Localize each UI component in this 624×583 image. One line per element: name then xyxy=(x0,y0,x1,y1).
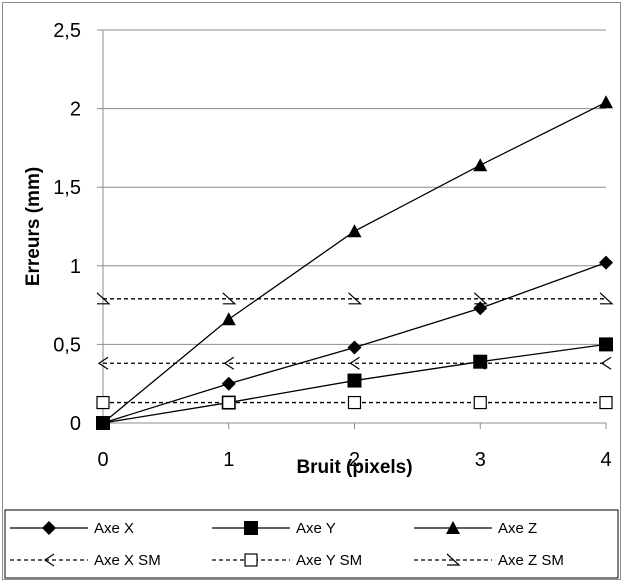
legend-label: Axe Y SM xyxy=(296,552,362,569)
data-point xyxy=(599,395,613,410)
series-axe-y-sm xyxy=(96,395,613,410)
data-point xyxy=(599,292,614,305)
data-point xyxy=(348,292,363,305)
series-group xyxy=(96,95,614,430)
x-tick-label: 3 xyxy=(475,449,486,471)
legend-label: Axe X xyxy=(94,520,134,537)
y-tick-label: 0 xyxy=(70,413,81,435)
legend-marker xyxy=(446,553,461,566)
x-axis-title: Bruit (pixels) xyxy=(296,457,412,478)
data-point xyxy=(473,395,487,410)
data-point xyxy=(221,376,236,391)
data-point xyxy=(222,292,237,305)
data-point xyxy=(97,356,109,370)
x-tick-label: 0 xyxy=(97,449,108,471)
data-point xyxy=(473,292,488,305)
data-point xyxy=(96,416,110,429)
data-point xyxy=(473,158,488,172)
data-point xyxy=(599,337,613,352)
legend-marker xyxy=(446,521,460,534)
tick-labels: 0 0,5 1 1,5 2 2,5 0 1 2 3 4 xyxy=(53,20,611,471)
series-axe-z-sm xyxy=(96,292,614,305)
legend-label: Axe Z SM xyxy=(498,552,564,569)
data-point xyxy=(347,340,362,355)
legend-label: Axe Y xyxy=(296,520,336,537)
legend-marker xyxy=(244,553,258,567)
legend-label: Axe X SM xyxy=(94,552,161,569)
x-tick-label: 1 xyxy=(223,449,234,471)
legend-item: Axe Y SM xyxy=(212,552,362,569)
data-point xyxy=(473,301,488,316)
y-tick-label: 2 xyxy=(70,99,81,121)
data-point xyxy=(222,395,236,410)
legend-box xyxy=(4,509,619,579)
data-point xyxy=(96,292,111,305)
legend-item: Axe X SM xyxy=(10,552,161,569)
data-point xyxy=(475,356,486,370)
axes xyxy=(97,29,607,429)
series-axe-z xyxy=(96,95,613,429)
legend-item: Axe X xyxy=(10,520,134,537)
series-axe-x-sm xyxy=(97,356,612,370)
data-point xyxy=(347,395,362,410)
data-point xyxy=(221,312,236,326)
y-tick-label: 0,5 xyxy=(53,334,81,356)
y-tick-label: 1,5 xyxy=(53,177,81,199)
data-point xyxy=(349,356,360,370)
data-point xyxy=(347,224,362,238)
data-point xyxy=(96,395,110,410)
legend-item: Axe Z SM xyxy=(414,552,564,569)
data-point xyxy=(599,255,613,270)
legend-marker xyxy=(244,521,258,535)
legend-label: Axe Z xyxy=(498,520,537,537)
legend-marker xyxy=(42,521,56,535)
data-point xyxy=(223,356,235,370)
y-axis-title: Erreurs (mm) xyxy=(23,167,44,286)
legend-marker xyxy=(43,553,55,567)
x-tick-label: 4 xyxy=(600,449,611,471)
data-point xyxy=(599,95,613,109)
legend-item: Axe Z xyxy=(414,520,537,537)
y-tick-label: 1 xyxy=(70,256,81,278)
data-point xyxy=(600,356,612,370)
legend-item: Axe Y xyxy=(212,520,336,537)
y-tick-label: 2,5 xyxy=(53,20,81,42)
data-point xyxy=(347,373,362,388)
x-tick-label: 2 xyxy=(349,449,360,471)
grid-lines xyxy=(103,29,606,345)
legend: Axe X Axe Y Axe Z Axe X SM Axe Y SM Axe Z SM xyxy=(4,509,619,579)
